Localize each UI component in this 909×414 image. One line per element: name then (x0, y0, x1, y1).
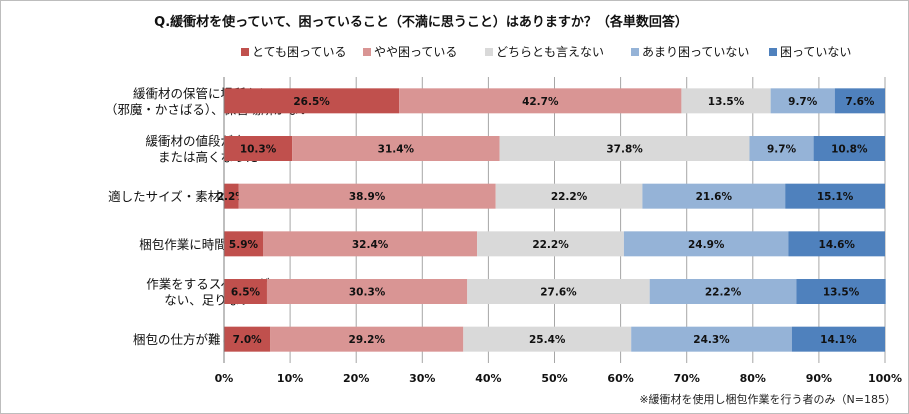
bar-segment (292, 136, 500, 161)
x-tick-label: 30% (409, 372, 435, 385)
legend-swatch (485, 48, 493, 56)
data-label: 10.3% (240, 144, 277, 156)
bar-segment (270, 326, 464, 352)
bar-segment (788, 231, 885, 257)
bar-segment (224, 136, 293, 161)
bar-segment (649, 279, 797, 304)
data-label: 7.6% (845, 96, 875, 108)
data-label: 31.4% (378, 144, 415, 156)
legend-swatch (769, 48, 777, 56)
data-label: 32.4% (352, 239, 389, 251)
bar-segment (477, 231, 624, 257)
legend-label: あまり困っていない (642, 45, 749, 59)
data-label: 15.1% (817, 191, 854, 203)
bar-segment (224, 231, 263, 257)
data-label: 29.2% (349, 334, 386, 346)
bar-segment (770, 88, 835, 114)
bar-segment (224, 88, 400, 114)
legend-label: とても困っている (252, 45, 346, 59)
data-label: 24.9% (688, 239, 725, 251)
bar-segment (495, 183, 643, 209)
x-tick-label: 0% (215, 372, 234, 385)
bar-segment (631, 326, 792, 352)
data-label: 14.6% (819, 239, 856, 251)
bar-segment (224, 183, 239, 209)
data-label: 14.1% (820, 334, 857, 346)
data-label: 38.9% (349, 191, 386, 203)
legend-swatch (631, 48, 639, 56)
data-label: 25.4% (529, 334, 566, 346)
data-label: 37.8% (606, 144, 643, 156)
legend-label: やや困っている (374, 45, 457, 59)
data-label: 13.5% (708, 96, 745, 108)
data-label: 9.7% (767, 144, 797, 156)
data-label: 10.8% (831, 144, 868, 156)
bar-segment (224, 279, 267, 304)
data-label: 13.5% (823, 287, 860, 299)
legend-label: 困っていない (780, 45, 851, 59)
bar-segment (463, 326, 632, 352)
bar-segment (238, 183, 496, 209)
x-tick-label: 80% (740, 372, 766, 385)
data-label: 6.5% (231, 287, 261, 299)
legend-swatch (363, 48, 371, 56)
bar-segment (785, 183, 885, 209)
legend-label: どちらとも言えない (496, 45, 604, 59)
bar-segment (681, 88, 771, 114)
footnote: ※緩衝材を使用し梱包作業を行う者のみ（N=185） (639, 393, 896, 406)
bar-segment (224, 326, 271, 352)
data-label: 22.2% (551, 191, 588, 203)
data-label: 22.2% (705, 287, 742, 299)
data-label: 5.9% (229, 239, 259, 251)
bar-segment (399, 88, 682, 114)
bar-segment (834, 88, 885, 114)
bar-segment (262, 231, 478, 257)
bar-segment (749, 136, 814, 161)
data-label: 9.7% (788, 96, 818, 108)
data-label: 21.6% (696, 191, 733, 203)
x-tick-label: 10% (277, 372, 303, 385)
data-label: 30.3% (349, 287, 386, 299)
x-tick-label: 50% (541, 372, 567, 385)
bar-segment (623, 231, 789, 257)
data-label: 24.3% (693, 334, 730, 346)
x-tick-label: 70% (674, 372, 700, 385)
data-label: 26.5% (293, 96, 330, 108)
x-tick-label: 100% (868, 372, 902, 385)
x-tick-label: 60% (607, 372, 633, 385)
data-label: 7.0% (233, 334, 263, 346)
chart-title: Q.緩衝材を使っていて、困っていること（不満に思うこと）はありますか？（各単数回… (154, 14, 688, 30)
data-label: 22.2% (532, 239, 569, 251)
x-tick-label: 90% (806, 372, 832, 385)
bar-segment (266, 279, 468, 304)
bar-segment (499, 136, 750, 161)
data-label: 27.6% (540, 287, 577, 299)
x-tick-label: 40% (475, 372, 501, 385)
bar-segment (642, 183, 786, 209)
data-label: 42.7% (522, 96, 559, 108)
bar-segment (796, 279, 886, 304)
bar-segment (791, 326, 885, 352)
bar-segment (467, 279, 650, 304)
legend-swatch (241, 48, 249, 56)
bar-segment (813, 136, 885, 161)
x-tick-label: 20% (343, 372, 369, 385)
